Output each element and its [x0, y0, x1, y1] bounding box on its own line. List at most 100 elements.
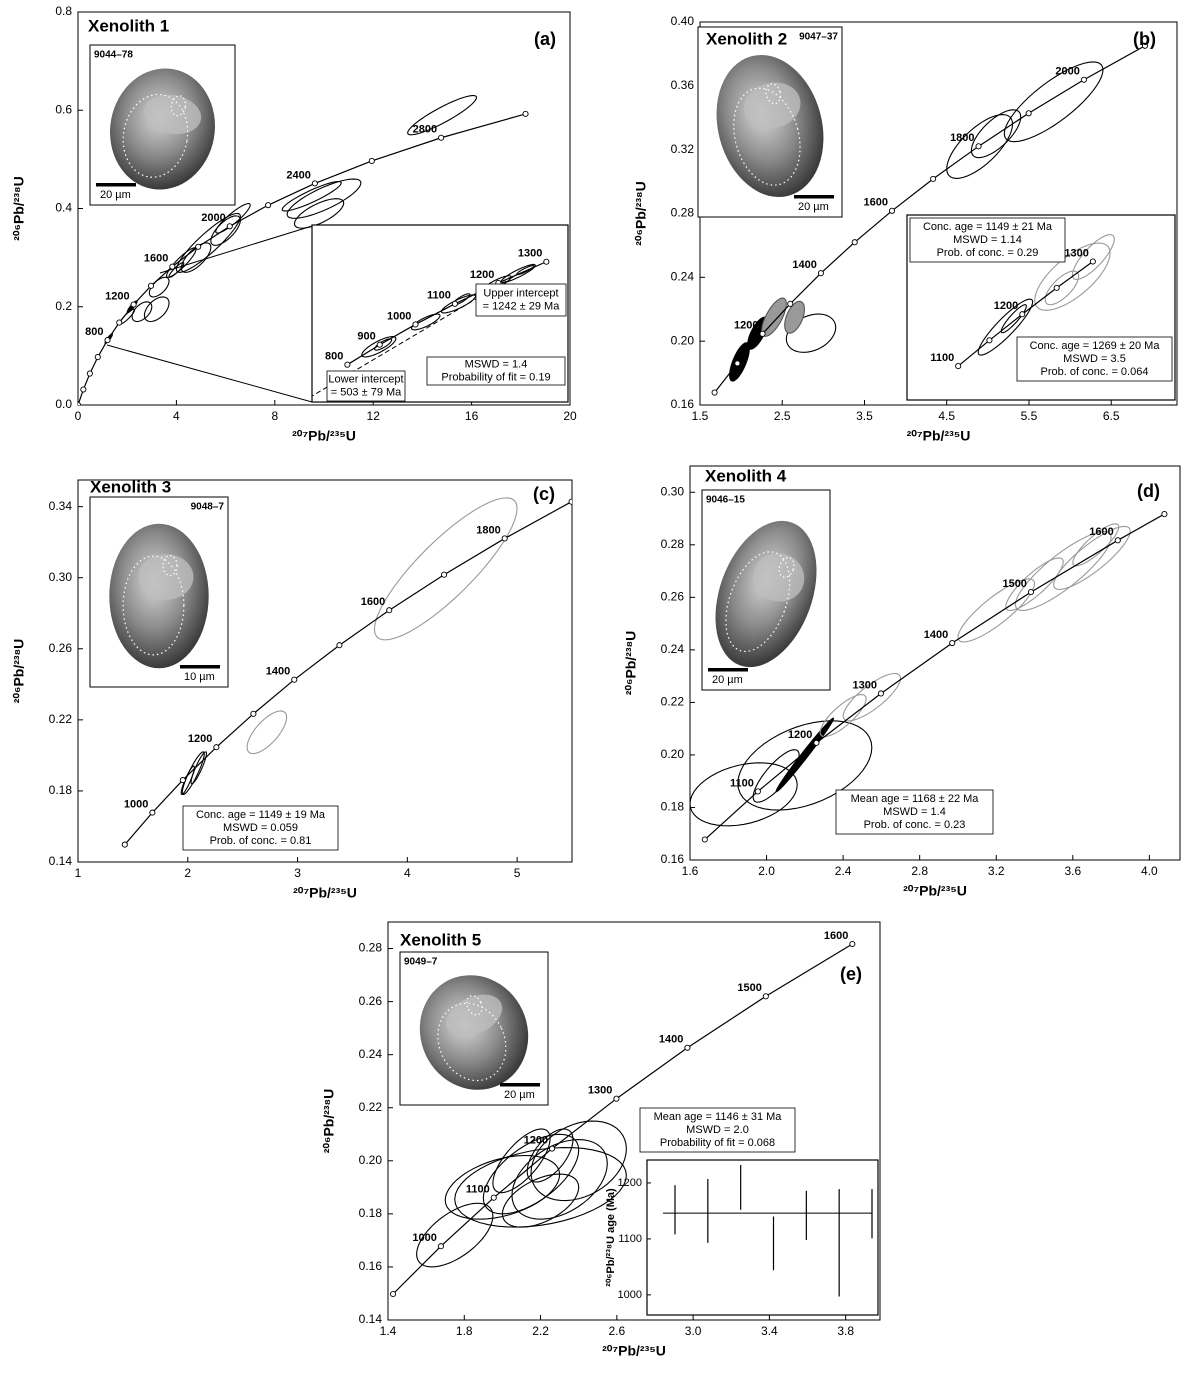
scale-bar [794, 195, 834, 199]
concordia-age-point [1026, 111, 1031, 116]
x-axis-label: ²⁰⁷Pb/²³⁵U [292, 428, 356, 444]
zircon-band [138, 554, 193, 600]
concordia-age-point [491, 1195, 496, 1200]
x-tick-label: 3.8 [837, 1324, 854, 1338]
concordia-age-point [438, 1244, 443, 1249]
concordia-age-point [549, 1146, 554, 1151]
concordia-age-point [81, 387, 86, 392]
panel-label: (e) [840, 964, 862, 984]
sample-label: 9047–37 [799, 32, 838, 43]
x-tick-label: 20 [563, 409, 577, 423]
concordia-age-point [1020, 312, 1025, 317]
y-axis-label: ²⁰⁶Pb/²³⁸U [633, 181, 649, 246]
x-tick-label: 1 [75, 866, 82, 880]
concordia-age-point [950, 640, 955, 645]
y-tick-label: 0.40 [671, 14, 695, 28]
y-axis-label: ²⁰⁶Pb/²³⁸U [321, 1089, 337, 1154]
y-tick-label: 0.14 [49, 854, 73, 868]
x-tick-label: 5.5 [1021, 409, 1038, 423]
annotation-text: Prob. of conc. = 0.81 [210, 835, 312, 847]
concordia-age-label: 1600 [824, 930, 848, 942]
x-tick-label: 3.0 [685, 1324, 702, 1338]
y-axis-label: ²⁰⁶Pb/²³⁸U [11, 639, 27, 704]
concordia-age-point [148, 283, 153, 288]
concordia-age-point [337, 643, 342, 648]
y-tick-label: 0.30 [661, 484, 685, 498]
concordia-age-point [413, 322, 418, 327]
concordia-age-point [117, 320, 122, 325]
y-tick-label: 0.14 [359, 1312, 383, 1326]
annotation-text: = 1242 ± 29 Ma [483, 300, 561, 312]
concordia-age-point [452, 301, 457, 306]
concordia-age-label: 1200 [788, 729, 812, 741]
concordia-age-label: 1200 [470, 269, 494, 281]
annotation-text: MSWD = 1.4 [883, 806, 946, 818]
x-tick-label: 16 [465, 409, 479, 423]
concordia-age-label: 1400 [659, 1034, 683, 1046]
annotation-text: Prob. of conc. = 0.23 [864, 819, 966, 831]
y-tick-label: 0.36 [671, 78, 695, 92]
x-tick-label: 3.5 [856, 409, 873, 423]
concordia-age-point [818, 271, 823, 276]
x-tick-label: 3.2 [988, 864, 1005, 878]
concordia-age-label: 900 [357, 331, 375, 343]
concordia-age-point [1162, 511, 1167, 516]
concordia-age-label: 800 [85, 326, 103, 338]
y-tick-label: 0.18 [49, 783, 73, 797]
concordia-age-point [170, 264, 175, 269]
scale-label: 20 µm [100, 189, 131, 201]
concordia-age-point [150, 810, 155, 815]
x-tick-label: 4 [404, 866, 411, 880]
concordia-age-point [122, 842, 127, 847]
concordia-age-label: 2000 [201, 212, 225, 224]
concordia-age-label: 1400 [924, 629, 948, 641]
concordia-age-label: 1100 [730, 777, 754, 789]
concordia-age-label: 1800 [476, 524, 500, 536]
x-tick-label: 5 [514, 866, 521, 880]
y-tick-label: 0.34 [49, 499, 73, 513]
concordia-age-label: 2000 [1055, 66, 1079, 78]
panel-label: (b) [1133, 29, 1156, 49]
figure: 0481216200.00.20.40.60.8²⁰⁷Pb/²³⁵U²⁰⁶Pb/… [0, 0, 1183, 1377]
y-tick-label: 0.8 [55, 4, 72, 18]
concordia-age-point [131, 302, 136, 307]
concordia-age-point [889, 208, 894, 213]
x-tick-label: 3.6 [1064, 864, 1081, 878]
x-tick-label: 2 [184, 866, 191, 880]
scale-label: 20 µm [712, 674, 743, 686]
y-tick-label: 0.28 [359, 941, 383, 955]
y-tick-label: 0.26 [49, 641, 73, 655]
concordia-age-label: 800 [325, 351, 343, 363]
x-tick-label: 6.5 [1103, 409, 1120, 423]
concordia-age-point [1115, 538, 1120, 543]
y-tick-label: 0.20 [359, 1153, 383, 1167]
concordia-age-point [105, 338, 110, 343]
concordia-age-label: 1200 [188, 733, 212, 745]
x-tick-label: 2.5 [774, 409, 791, 423]
inset-y-tick-label: 1100 [618, 1233, 642, 1245]
concordia-age-point [987, 338, 992, 343]
concordia-age-point [735, 361, 740, 366]
scale-bar [180, 665, 220, 669]
annotation-text: = 503 ± 79 Ma [331, 386, 402, 398]
y-tick-label: 0.4 [55, 201, 72, 215]
concordia-age-label: 1500 [1002, 578, 1026, 590]
annotation-text: Conc. age = 1149 ± 21 Ma [923, 221, 1053, 233]
concordia-age-point [1054, 285, 1059, 290]
concordia-age-point [956, 363, 961, 368]
inset-y-tick-label: 1200 [618, 1177, 642, 1189]
concordia-age-point [227, 224, 232, 229]
concordia-age-point [702, 837, 707, 842]
y-tick-label: 0.2 [55, 299, 72, 313]
concordia-age-label: 1200 [994, 300, 1018, 312]
x-axis-label: ²⁰⁷Pb/²³⁵U [903, 883, 967, 899]
x-tick-label: 2.4 [835, 864, 852, 878]
scale-label: 20 µm [798, 201, 829, 213]
x-axis-label: ²⁰⁷Pb/²³⁵U [907, 428, 971, 444]
annotation-text: MSWD = 2.0 [686, 1124, 749, 1136]
annotation-text: Prob. of conc. = 0.29 [937, 247, 1039, 259]
y-tick-label: 0.28 [671, 206, 695, 220]
y-tick-label: 0.26 [359, 994, 383, 1008]
concordia-age-label: 1100 [466, 1184, 490, 1196]
annotation-text: Conc. age = 1269 ± 20 Ma [1030, 340, 1161, 352]
